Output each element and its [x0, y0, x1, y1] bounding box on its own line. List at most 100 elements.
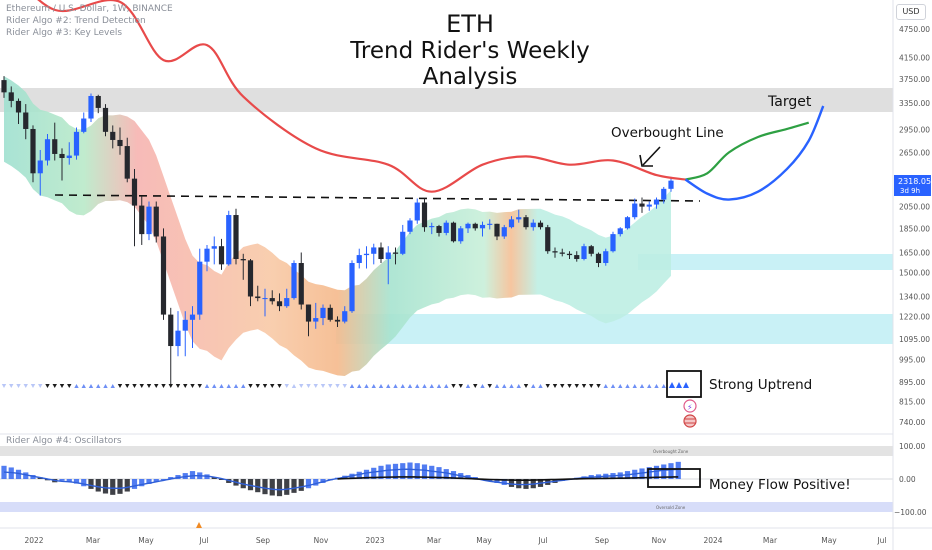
oscillator-bar [400, 463, 406, 479]
candle [574, 251, 580, 262]
candle [617, 227, 623, 237]
oscillator-legend[interactable]: Rider Algo #4: Oscillators [6, 436, 122, 446]
trend-triangle [284, 384, 289, 388]
indicator-3-legend[interactable]: Rider Algo #3: Key Levels [6, 28, 123, 38]
time-tick: May [476, 536, 492, 545]
oscillator-tick: −100.00 [894, 508, 927, 517]
candle [363, 246, 370, 269]
oscillator-bar [168, 477, 174, 479]
trend-triangle [103, 384, 108, 388]
symbol-legend[interactable]: Ethereum / U.S. Dollar, 1W, BINANCE [6, 4, 173, 14]
oscillator-bar [508, 479, 515, 487]
price-tick: 1500.00 [899, 269, 930, 278]
time-tick: May [821, 536, 837, 545]
trend-triangle [262, 384, 268, 388]
candle [182, 311, 188, 357]
candle [8, 86, 14, 108]
time-tick: Jul [876, 536, 886, 545]
trend-triangle [523, 384, 529, 388]
candle [501, 224, 507, 239]
trend-triangle [632, 384, 637, 388]
candle [472, 222, 478, 231]
trend-triangle [487, 384, 492, 388]
oscillator-bar [255, 479, 261, 493]
projection-blue-line [684, 105, 825, 201]
trend-triangle [581, 384, 587, 388]
oscillator-bar [661, 464, 667, 479]
oscillator-bar [269, 479, 275, 496]
trend-triangle [270, 384, 275, 388]
candle [168, 307, 174, 386]
candle [44, 134, 51, 166]
trend-triangle [154, 384, 159, 388]
candle [175, 311, 181, 357]
oscillator-bar [436, 467, 442, 479]
trend-cloud [4, 76, 671, 376]
candle [73, 127, 80, 160]
candle [646, 201, 652, 211]
candle [458, 226, 464, 244]
price-tick: 2050.00 [899, 203, 930, 212]
candle [204, 244, 210, 272]
oscillator-bar [443, 469, 449, 479]
price-tick: 1650.00 [899, 249, 930, 258]
trend-triangle [117, 384, 123, 388]
strong-uptrend-box [666, 370, 702, 398]
oscillator-bar [305, 479, 312, 489]
candle [327, 304, 333, 322]
trend-triangle [400, 384, 405, 388]
oscillator-bar [501, 479, 507, 485]
price-tick: 815.00 [899, 398, 925, 407]
trend-triangle [146, 384, 152, 388]
candle [88, 93, 94, 122]
candle [160, 228, 167, 320]
candle [545, 224, 551, 254]
trend-triangle [255, 384, 260, 388]
trend-triangle [647, 384, 652, 388]
trend-triangle [480, 384, 485, 388]
trend-triangle [378, 384, 384, 388]
price-tick: 895.00 [899, 378, 925, 387]
trend-triangle [415, 384, 420, 388]
time-tick: Nov [652, 536, 667, 545]
candle [247, 259, 254, 307]
target-label: Target [767, 94, 812, 110]
oscillator-bar [356, 471, 362, 479]
oscillator-bar [262, 479, 268, 495]
indicator-2-legend[interactable]: Rider Algo #2: Trend Detection [6, 16, 146, 26]
trend-triangle [465, 384, 471, 388]
oscillator-bar [407, 462, 413, 479]
oscillator-bar [146, 479, 152, 484]
oscillator-bar [653, 465, 660, 479]
candle [1, 76, 7, 98]
trend-triangle [531, 384, 536, 388]
time-tick: Sep [256, 536, 270, 545]
strong-trend-triangle [683, 382, 689, 388]
oversold-zone [0, 502, 893, 512]
time-tick: 2023 [365, 536, 384, 545]
strong-trend-triangle [669, 382, 675, 388]
trend-triangle [30, 384, 36, 388]
oscillator-bar [73, 479, 80, 484]
trend-triangle [313, 384, 318, 388]
currency-button[interactable]: USD [896, 4, 926, 20]
time-tick: Nov [314, 536, 329, 545]
current-price-badge: 2318.05 3d 9h [894, 175, 931, 196]
candle [559, 248, 565, 257]
trend-triangle [1, 384, 7, 388]
candle [421, 198, 428, 232]
trend-triangle [328, 384, 333, 388]
oscillator-axis: 100.00 0.00 −100.00 [894, 442, 927, 517]
oscillator-mean-line [337, 476, 679, 481]
oscillator-bar [218, 479, 225, 480]
trend-triangle [444, 384, 449, 388]
oscillator-bar [298, 479, 304, 491]
candle [59, 148, 65, 181]
oscillator-bar [284, 479, 290, 495]
price-tick: 3750.00 [899, 75, 930, 84]
candle [197, 248, 203, 320]
candle [465, 222, 471, 233]
svg-text:⚡: ⚡ [687, 403, 693, 412]
resistance-dashed-line [54, 194, 701, 202]
